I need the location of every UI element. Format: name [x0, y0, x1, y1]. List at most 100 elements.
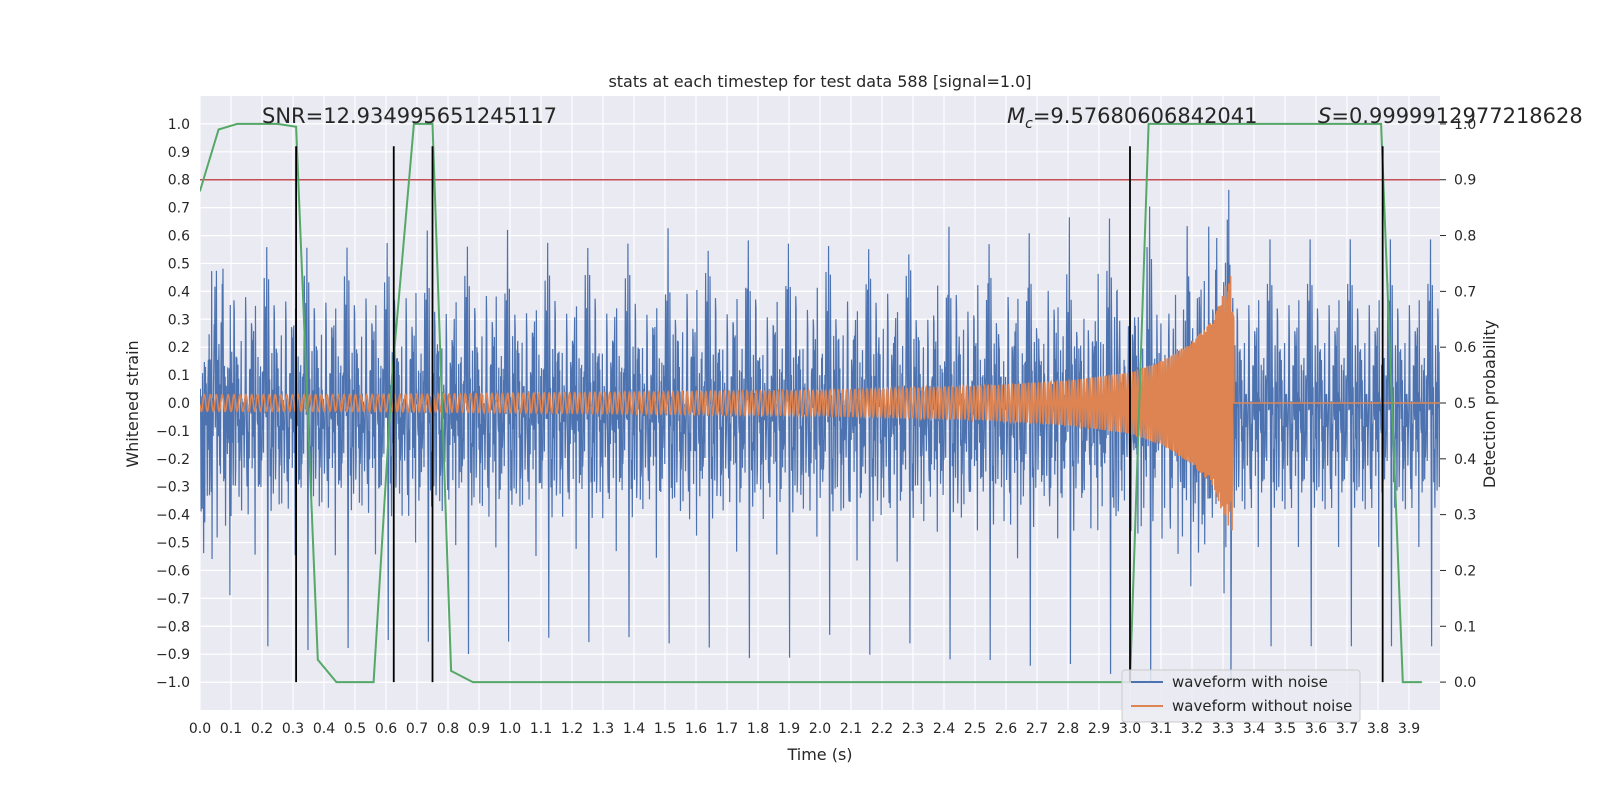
y2-tick-label: 0.6	[1454, 340, 1476, 356]
x-tick-label: 2.1	[840, 721, 862, 737]
s-annotation-value: =0.9999912977218628	[1331, 104, 1582, 128]
chirp-mass-subscript: c	[1025, 116, 1033, 132]
chart-title: stats at each timestep for test data 588…	[608, 72, 1031, 91]
vertical-lines	[295, 146, 1384, 683]
y-tick-label: 0.3	[168, 312, 190, 328]
probability-point	[236, 123, 238, 125]
chirp-mass-annotation: Mc=9.57680606842041	[1007, 104, 1258, 132]
y2-tick-label: 0.1	[1454, 619, 1476, 635]
y-tick-label: 0.0	[168, 396, 190, 412]
probability-point	[354, 681, 356, 683]
y2-tick-label: 0.9	[1454, 173, 1476, 189]
probability-point	[1284, 123, 1286, 125]
x-tick-label: 0.8	[437, 721, 459, 737]
y2-tick-label: 1.0	[1454, 117, 1476, 133]
s-annotation: S=0.9999912977218628	[1318, 104, 1583, 128]
series-detection-probability	[200, 122, 1422, 684]
x-tick-label: 2.7	[1026, 721, 1048, 737]
y-tick-label: −0.2	[156, 452, 190, 468]
probability-point	[413, 123, 415, 125]
probability-point	[317, 658, 319, 661]
y-tick-label: −0.6	[156, 563, 190, 579]
x-tick-label: 3.7	[1336, 721, 1358, 737]
chirp-mass-symbol: M	[1007, 104, 1025, 128]
probability-point	[1420, 681, 1423, 683]
x-tick-label: 0.6	[375, 721, 397, 737]
legend-box	[1121, 669, 1361, 723]
probability-point	[1361, 123, 1364, 125]
x-axis-ticks: 0.0 0.1 0.2 0.3 0.4 0.5 0.6 0.7 0.8 0.9 1.0 1.1 1.2 1…	[189, 721, 1420, 737]
y-tick-label: 0.6	[168, 229, 190, 245]
y-tick-label: −1.0	[156, 675, 190, 691]
y2-axis-ticks: 0.0 0.1 0.2 0.3 0.4 0.5 0.6 0.7 0.8 0.9 1.0	[1440, 117, 1476, 691]
x-tick-label: 0.4	[313, 721, 335, 737]
x-tick-label: 3.9	[1398, 721, 1420, 737]
y-tick-label: 0.2	[168, 340, 190, 356]
series-waveform-without-noise	[200, 276, 1440, 531]
chirp-mass-value: =9.57680606842041	[1033, 104, 1258, 128]
x-tick-label: 3.6	[1305, 721, 1327, 737]
y2-tick-label: 0.4	[1454, 452, 1476, 468]
y-tick-label: −0.1	[156, 424, 190, 440]
x-tick-label: 2.8	[1057, 721, 1079, 737]
probability-point	[1166, 123, 1168, 125]
x-tick-label: 1.9	[778, 721, 800, 737]
y2-axis-label: Detection probability	[1480, 320, 1499, 488]
x-tick-label: 1.4	[623, 721, 645, 737]
y-tick-label: −0.5	[156, 536, 190, 552]
x-tick-label: 1.8	[747, 721, 769, 737]
x-tick-label: 1.5	[654, 721, 676, 737]
y-tick-label: 0.5	[168, 256, 190, 272]
y-tick-label: −0.3	[156, 480, 190, 496]
x-tick-label: 2.2	[871, 721, 893, 737]
x-tick-label: 0.3	[282, 721, 304, 737]
x-tick-label: 3.0	[1119, 721, 1141, 737]
x-tick-label: 3.5	[1274, 721, 1296, 737]
snr-annotation: SNR=12.934995651245117	[262, 104, 557, 128]
x-tick-label: 3.8	[1367, 721, 1389, 737]
x-tick-label: 0.2	[251, 721, 273, 737]
legend-label-clean: waveform without noise	[1172, 697, 1352, 715]
x-tick-label: 0.1	[220, 721, 242, 737]
x-tick-label: 3.1	[1150, 721, 1172, 737]
probability-point	[1147, 123, 1150, 125]
y-tick-label: −0.8	[156, 619, 190, 635]
y-tick-label: 0.9	[168, 145, 190, 161]
x-tick-label: 1.7	[716, 721, 738, 737]
probability-point	[1098, 681, 1100, 683]
series-layer	[200, 122, 1440, 684]
x-tick-label: 3.2	[1181, 721, 1203, 737]
y-tick-label: −0.9	[156, 647, 190, 663]
x-tick-label: 1.0	[499, 721, 521, 737]
x-tick-label: 1.2	[561, 721, 583, 737]
x-tick-label: 1.1	[530, 721, 552, 737]
probability-point	[1402, 681, 1404, 683]
x-tick-label: 3.4	[1243, 721, 1265, 737]
x-tick-label: 0.7	[406, 721, 428, 737]
probability-point	[391, 374, 394, 376]
probability-point	[431, 123, 434, 125]
x-tick-label: 2.4	[933, 721, 955, 737]
probability-point	[276, 123, 279, 125]
legend-label-noise: waveform with noise	[1172, 673, 1328, 691]
probability-point	[200, 190, 201, 192]
x-tick-label: 2.6	[995, 721, 1017, 737]
x-tick-label: 3.3	[1212, 721, 1234, 737]
probability-point	[258, 123, 260, 125]
x-tick-label: 2.9	[1088, 721, 1110, 737]
probability-point	[372, 681, 375, 683]
x-tick-label: 0.0	[189, 721, 211, 737]
y2-tick-label: 0.0	[1454, 675, 1476, 691]
x-tick-label: 2.0	[809, 721, 831, 737]
x-axis-label: Time (s)	[786, 745, 852, 764]
x-tick-label: 1.3	[592, 721, 614, 737]
x-tick-label: 1.6	[685, 721, 707, 737]
probability-point	[472, 681, 474, 683]
x-tick-label: 0.5	[344, 721, 366, 737]
probability-point	[819, 681, 821, 683]
x-tick-label: 0.9	[468, 721, 490, 737]
y2-tick-label: 0.3	[1454, 508, 1476, 524]
x-tick-label: 2.5	[964, 721, 986, 737]
y2-tick-label: 0.8	[1454, 229, 1476, 245]
legend: waveform with noise waveform without noi…	[1121, 669, 1361, 723]
